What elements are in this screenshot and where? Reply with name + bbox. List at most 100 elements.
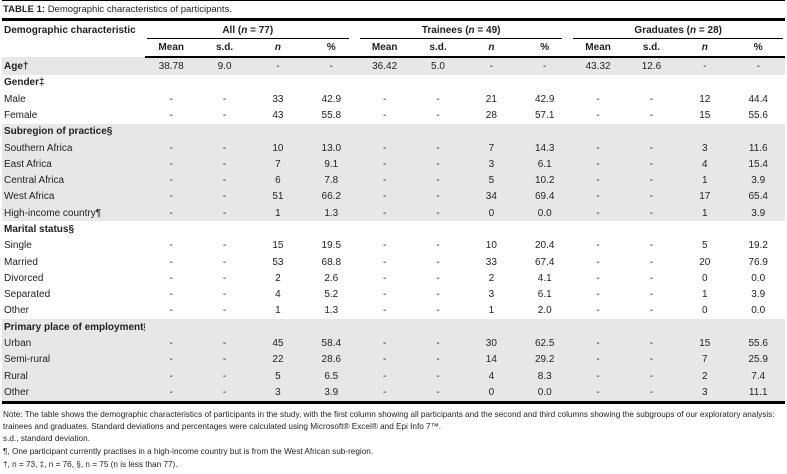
cell: 33 <box>485 256 497 268</box>
cell: 30 <box>464 335 519 352</box>
subheader-all-pct: % <box>304 39 358 59</box>
cell: - <box>222 109 227 121</box>
cell: - <box>382 109 387 121</box>
cell: - <box>571 205 625 222</box>
cell <box>518 221 571 237</box>
row-label: West Africa <box>2 188 145 206</box>
cell: 15 <box>272 240 284 252</box>
cell <box>144 123 198 140</box>
cell: - <box>411 335 465 352</box>
cell: - <box>169 256 173 268</box>
cell: 3 <box>251 384 305 403</box>
row-label: Southern Africa <box>2 139 145 157</box>
cell: 2.6 <box>324 272 339 284</box>
cell: - <box>649 93 654 105</box>
cell: 7 <box>464 139 519 157</box>
cell: - <box>596 305 600 317</box>
cell <box>731 319 785 336</box>
cell: - <box>596 109 600 121</box>
table-row: Married - - 53 68.8 - - 33 67.4 - - 20 76.9 <box>2 254 785 270</box>
row-label: Separated <box>4 289 51 301</box>
cell: - <box>144 156 198 173</box>
cell: 28 <box>485 109 497 121</box>
cell: - <box>222 240 227 252</box>
cell: 0 <box>464 205 519 222</box>
cell: - <box>411 205 465 222</box>
cell: - <box>197 172 252 189</box>
group-label-n: n <box>468 25 475 37</box>
table-row: Rural - -5 6.5- -4 8.3- -2 7.4 <box>2 368 785 385</box>
cell <box>678 221 731 237</box>
cell: 7.4 <box>731 368 785 385</box>
cell: - <box>436 272 440 284</box>
group-label-trainees: Trainees (n = 49) <box>359 25 563 40</box>
cell: 42.9 <box>534 93 555 105</box>
cell: 10 <box>251 139 305 157</box>
cell <box>304 123 358 140</box>
cell: - <box>222 305 227 317</box>
row-label: Central Africa <box>2 172 145 189</box>
cell: - <box>357 335 412 352</box>
cell: 33 <box>272 93 284 105</box>
row-label: Married <box>4 256 38 268</box>
cell: 55.8 <box>321 109 342 121</box>
cell: - <box>624 172 679 189</box>
cell: - <box>649 256 654 268</box>
cell: - <box>169 272 173 284</box>
subheader-row: Mean s.d. n % Mean s.d. n % Mean s.d. n … <box>2 39 785 59</box>
cell: - <box>144 172 198 189</box>
table-row: Age† 38.78 9.0- -36.42 5.0- -43.32 12.6- - <box>2 57 785 75</box>
table-row: Single - - 15 19.5 - - 10 20.4 - - 5 19.2 <box>2 238 785 254</box>
cell: - <box>436 289 440 301</box>
cell <box>464 319 519 336</box>
cell: - <box>596 240 600 252</box>
cell: 57.1 <box>534 109 555 121</box>
cell: - <box>357 188 412 206</box>
cell <box>251 221 304 237</box>
cell: 28.6 <box>304 351 358 369</box>
section-row: Primary place of employment§ <box>2 319 785 336</box>
cell: 4.1 <box>537 272 552 284</box>
group-label-part: = 28) <box>696 25 722 37</box>
group-header-all: All (n = 77) <box>145 21 358 40</box>
cell: 7 <box>678 351 732 369</box>
cell: 15 <box>678 335 732 352</box>
cell: - <box>144 188 198 206</box>
cell <box>411 75 464 91</box>
table-row: Male - - 33 42.9 - - 21 42.9 - - 12 44.4 <box>2 91 785 107</box>
cell: 42.9 <box>321 93 342 105</box>
row-label: East Africa <box>2 156 145 173</box>
cell: - <box>649 272 654 284</box>
cell: 12 <box>699 93 711 105</box>
cell: 4 <box>275 289 281 301</box>
cell: 0 <box>702 272 708 284</box>
group-label-part: All ( <box>222 25 242 37</box>
cell <box>571 75 624 91</box>
cell: 0.0 <box>518 384 572 403</box>
cell: 6 <box>251 172 305 189</box>
row-label: Single <box>4 240 32 252</box>
cell: 25.9 <box>731 351 785 369</box>
row-label: Semi-rural <box>2 351 145 369</box>
cell: - <box>144 368 198 385</box>
cell: 6.5 <box>304 368 358 385</box>
row-label: Subregion of practice§ <box>2 123 145 140</box>
cell <box>357 319 412 336</box>
cell: 1.3 <box>304 205 358 222</box>
cell: 13.0 <box>304 139 358 157</box>
subheader-trainees-pct: % <box>518 39 572 59</box>
cell: 58.4 <box>304 335 358 352</box>
footnote-sd: s.d., standard deviation. <box>3 434 90 444</box>
cell: - <box>197 156 252 173</box>
cell: 1 <box>275 305 281 317</box>
cell: 9.1 <box>304 156 358 173</box>
group-label-part: Trainees ( <box>421 25 469 37</box>
cell: - <box>144 335 198 352</box>
cell: 51 <box>251 188 305 206</box>
cell: 66.2 <box>304 188 358 206</box>
cell: - <box>624 188 679 206</box>
subheader-trainees-n: n <box>464 39 519 59</box>
cell <box>625 75 678 91</box>
cell: - <box>411 172 465 189</box>
cell: - <box>169 240 173 252</box>
